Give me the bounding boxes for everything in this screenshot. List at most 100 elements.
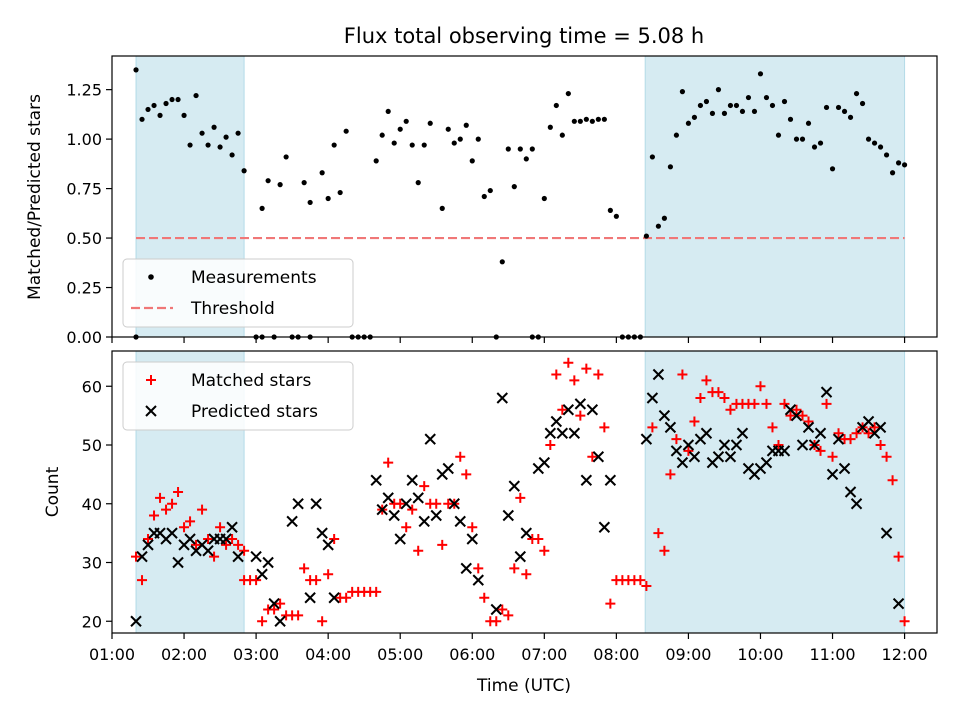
data-point: [652, 368, 665, 381]
data-point: [209, 551, 220, 562]
data-point: [437, 539, 448, 550]
data-point: [892, 597, 905, 610]
data-point: [845, 434, 856, 445]
data-point: [454, 515, 466, 528]
data-point: [323, 569, 334, 580]
data-point: [523, 156, 529, 162]
data-point: [901, 162, 908, 168]
data-point: [376, 503, 388, 516]
data-point: [319, 170, 325, 176]
x-tick-label: 07:00: [521, 645, 567, 664]
data-point: [517, 146, 523, 152]
y-tick-label: 60: [82, 377, 102, 396]
data-point: [427, 120, 433, 126]
data-point: [604, 474, 617, 486]
data-point: [613, 213, 619, 219]
data-point: [781, 98, 788, 105]
data-point: [155, 492, 166, 503]
data-point: [760, 456, 773, 469]
data-point: [202, 545, 214, 557]
data-point: [667, 164, 674, 170]
data-point: [701, 375, 712, 386]
data-point: [151, 102, 157, 109]
data-point: [779, 398, 790, 409]
data-point: [785, 410, 796, 421]
data-point: [203, 534, 214, 544]
data-point: [575, 410, 586, 421]
data-point: [163, 100, 169, 107]
data-point: [727, 102, 734, 109]
data-point: [571, 118, 577, 124]
data-point: [166, 527, 178, 539]
data-point: [406, 474, 418, 486]
data-point: [893, 551, 904, 562]
data-point: [899, 616, 910, 627]
data-point: [733, 102, 740, 109]
data-point: [565, 90, 571, 97]
data-point: [505, 146, 511, 152]
data-point: [583, 116, 589, 122]
data-point: [460, 562, 472, 575]
data-point: [403, 118, 409, 124]
data-point: [808, 439, 821, 451]
data-point: [739, 108, 746, 115]
data-point: [232, 550, 244, 563]
data-point: [502, 509, 514, 522]
data-point: [695, 393, 706, 403]
data-point: [601, 116, 607, 122]
data-point: [607, 207, 613, 213]
data-point: [778, 445, 791, 457]
data-point: [751, 108, 758, 115]
data-point: [799, 136, 806, 142]
data-point: [655, 223, 661, 229]
data-point: [173, 487, 184, 497]
data-point: [815, 445, 826, 456]
data-point: [451, 140, 457, 146]
data-point: [895, 160, 902, 166]
data-point: [143, 534, 154, 544]
legend-label: Measurements: [191, 268, 317, 288]
data-point: [239, 545, 250, 556]
data-point: [533, 534, 544, 544]
legend: Matched stars Predicted stars: [122, 361, 354, 431]
data-point: [311, 575, 322, 586]
data-point: [682, 439, 695, 451]
plot-frame: [111, 55, 938, 338]
data-point: [283, 154, 289, 160]
data-point: [547, 124, 553, 130]
data-point: [472, 574, 484, 586]
data-point: [379, 132, 385, 138]
shaded-interval-1: [644, 350, 906, 634]
data-point: [559, 132, 565, 138]
x-tick-label: 01:00: [89, 645, 135, 664]
data-point: [871, 140, 878, 146]
data-point: [341, 592, 352, 603]
plot-frame: [111, 350, 938, 634]
data-point: [755, 381, 766, 392]
ratio-panel: 0.00 0.25 0.50 0.75 1.00 1.25 Measurements Thre…: [66, 55, 938, 347]
data-point: [589, 118, 595, 124]
data-point: [563, 357, 574, 368]
data-point: [233, 539, 244, 550]
data-point: [391, 140, 397, 146]
data-point: [133, 67, 139, 73]
data-point: [653, 528, 664, 539]
data-point: [455, 451, 466, 462]
data-point: [877, 144, 884, 150]
data-point: [304, 592, 316, 604]
data-point: [833, 428, 844, 439]
data-point: [853, 90, 860, 97]
data-point: [724, 451, 737, 463]
data-point: [679, 89, 686, 95]
data-point: [292, 498, 304, 510]
data-point: [661, 215, 668, 221]
legend-label: Predicted stars: [191, 402, 318, 422]
data-point: [551, 369, 562, 380]
data-point: [599, 422, 610, 433]
data-point: [670, 445, 683, 457]
data-point: [685, 120, 692, 126]
data-point: [688, 451, 701, 463]
data-point: [169, 96, 175, 103]
y-axis-label-ratio: Matched/Predicted stars: [25, 94, 45, 300]
data-point: [475, 136, 481, 142]
